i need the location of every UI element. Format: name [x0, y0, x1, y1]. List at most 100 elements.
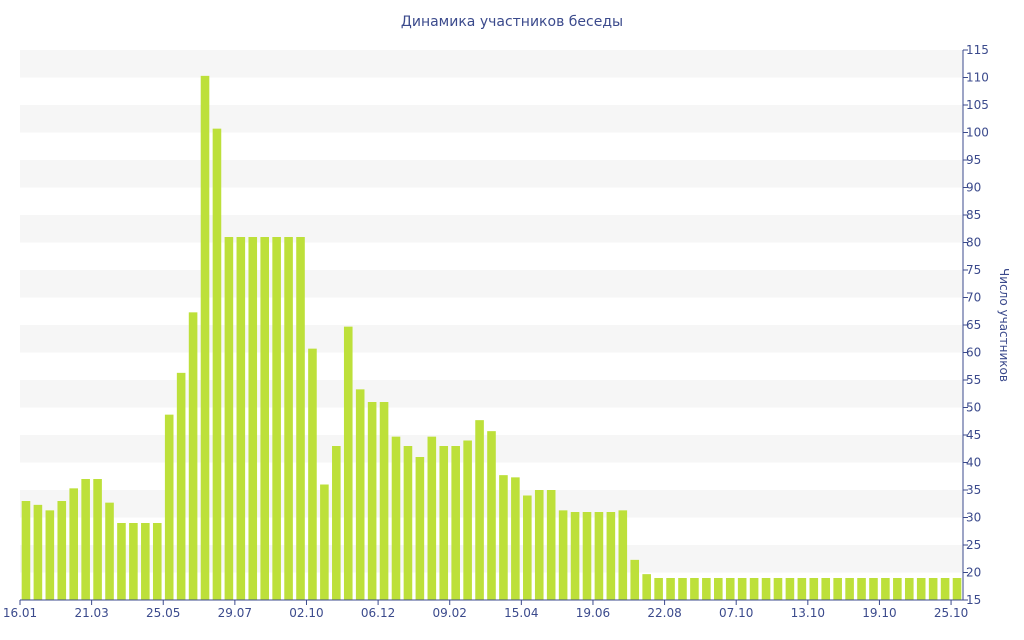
bar	[212, 128, 222, 600]
bar	[105, 502, 114, 600]
bar	[415, 457, 425, 600]
bar	[690, 578, 699, 600]
y-tick-label: 30	[966, 511, 981, 525]
y-tick-label: 80	[966, 236, 981, 250]
bar	[618, 510, 628, 600]
bar	[21, 501, 31, 600]
y-tick-label: 15	[966, 593, 981, 607]
bar	[379, 402, 389, 600]
y-axis-label: Число участников	[997, 268, 1011, 382]
y-tick-label: 85	[966, 208, 981, 222]
bar	[725, 578, 735, 600]
bar	[284, 237, 293, 600]
bar	[164, 414, 174, 600]
x-tick-label: 15.04	[504, 606, 538, 620]
bar	[367, 402, 377, 600]
grid-band	[20, 160, 963, 188]
bar	[332, 446, 341, 600]
bar	[427, 436, 437, 600]
bar	[881, 578, 890, 600]
bar	[666, 578, 675, 600]
bar	[582, 512, 592, 600]
bar	[296, 237, 305, 600]
grid-band	[20, 215, 963, 243]
bar	[81, 479, 90, 600]
y-tick-label: 35	[966, 483, 981, 497]
y-tick-label: 115	[966, 43, 989, 57]
bar	[940, 578, 950, 600]
y-tick-label: 25	[966, 538, 981, 552]
bar	[678, 578, 687, 600]
bar	[773, 578, 783, 600]
bar	[893, 578, 902, 600]
bar	[439, 446, 449, 600]
x-tick-label: 22.08	[647, 606, 681, 620]
bar	[952, 578, 962, 600]
bar	[45, 510, 55, 600]
grid-band	[20, 105, 963, 133]
bar	[857, 578, 866, 600]
bar	[761, 578, 771, 600]
bar	[487, 431, 496, 600]
bar	[821, 578, 831, 600]
bar	[523, 495, 532, 600]
bar	[737, 578, 747, 600]
bar	[224, 237, 234, 600]
x-tick-label: 29.07	[218, 606, 252, 620]
bar	[809, 578, 819, 600]
y-tick-label: 60	[966, 346, 981, 360]
chart-title: Динамика участников беседы	[400, 14, 624, 30]
y-tick-label: 65	[966, 318, 981, 332]
bar	[117, 523, 126, 600]
bar	[343, 326, 353, 600]
bar	[642, 574, 651, 600]
x-tick-label: 02.10	[289, 606, 323, 620]
bar	[57, 501, 67, 600]
bar	[200, 75, 210, 601]
bar	[606, 512, 616, 600]
bar	[355, 389, 365, 600]
bar	[93, 479, 102, 600]
y-tick-label: 100	[966, 126, 989, 140]
bar	[833, 578, 842, 600]
x-tick-label: 19.06	[576, 606, 610, 620]
y-tick-label: 20	[966, 566, 981, 580]
bar	[511, 477, 520, 600]
x-tick-label: 19.10	[862, 606, 896, 620]
bar	[129, 523, 138, 600]
bar	[320, 484, 329, 600]
bar	[236, 237, 246, 600]
bar	[33, 504, 43, 600]
x-tick-label: 21.03	[74, 606, 108, 620]
y-tick-label: 70	[966, 291, 981, 305]
y-tick-label: 95	[966, 153, 981, 167]
bar	[463, 440, 472, 600]
bar	[403, 446, 413, 600]
grid-band	[20, 270, 963, 298]
bar	[188, 312, 198, 600]
bar	[176, 372, 186, 600]
x-tick-label: 13.10	[791, 606, 825, 620]
bar	[499, 475, 508, 600]
bar	[904, 578, 914, 600]
bar	[869, 578, 878, 600]
y-tick-label: 40	[966, 456, 981, 470]
x-tick-label: 09.02	[433, 606, 467, 620]
bar	[534, 490, 544, 600]
bar	[797, 578, 807, 600]
x-tick-label: 06.12	[361, 606, 395, 620]
bar	[272, 237, 281, 600]
bar	[308, 348, 317, 600]
bar	[152, 523, 162, 600]
bar	[451, 446, 460, 600]
y-tick-label: 110	[966, 71, 989, 85]
x-tick-label: 07.10	[719, 606, 753, 620]
y-tick-label: 45	[966, 428, 981, 442]
x-tick-label: 16.01	[3, 606, 37, 620]
y-tick-label: 50	[966, 401, 981, 415]
x-tick-label: 25.10	[934, 606, 968, 620]
bar	[916, 578, 926, 600]
bar	[558, 510, 568, 600]
